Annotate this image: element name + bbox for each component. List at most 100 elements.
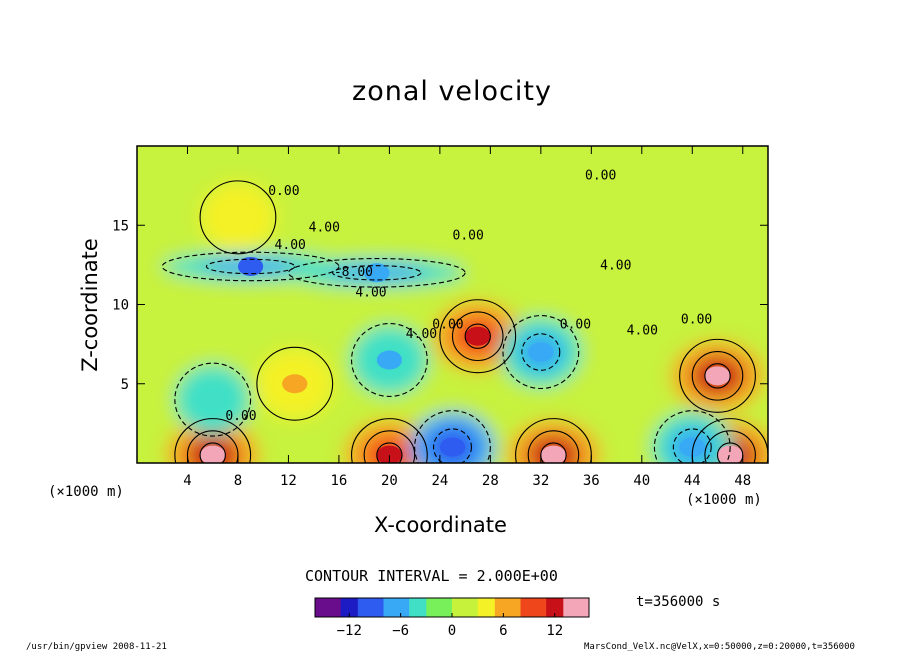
x-tick-label-6: 28: [482, 473, 499, 489]
colorbar-swatch-11: [409, 598, 419, 617]
y-tick-label-2: 15: [112, 218, 129, 234]
field-core-0: [465, 326, 491, 346]
colorbar-swatch-17: [460, 598, 470, 617]
colorbar: −12 −6 0 6 12: [314, 597, 590, 639]
field-core-13: [679, 437, 705, 457]
y-axis: 5 10 15: [112, 218, 768, 393]
x-tick-label-5: 24: [431, 473, 448, 489]
contour-label-10: 0.00: [560, 317, 591, 332]
x-axis: 4 8 12 16 20 24 28 32 36 40 44 48: [183, 146, 751, 489]
colorbar-swatch-30: [571, 598, 581, 617]
contour-label-3: -8.00: [334, 265, 373, 280]
contour-label-8: 4.00: [406, 327, 437, 342]
contour-7-1: [199, 180, 277, 255]
contour-interval: CONTOUR INTERVAL = 2.000E+00: [305, 567, 558, 585]
colorbar-swatch-2: [332, 598, 342, 617]
field-core-3: [200, 445, 226, 463]
x-tick-label-10: 44: [684, 473, 701, 489]
x-tick-label-9: 40: [633, 473, 650, 489]
contour-10-2: [502, 315, 580, 390]
contour-lines: [161, 180, 768, 463]
x-tick-label-7: 32: [532, 473, 549, 489]
colorbar-swatch-22: [503, 598, 513, 617]
contour-1-1: [704, 363, 731, 389]
colorbar-swatch-27: [546, 598, 556, 617]
colorbar-swatch-6: [366, 598, 376, 617]
contour-labels: 0.004.004.00-8.004.000.000.004.004.000.0…: [225, 168, 712, 424]
x-unit-right: (×1000 m): [686, 492, 762, 508]
colorbar-swatch-21: [494, 598, 504, 617]
x-tick-label-0: 4: [183, 473, 191, 489]
colorbar-swatch-18: [469, 598, 479, 617]
contour-4-1: [376, 442, 403, 463]
field-blobs: [137, 146, 768, 463]
colorbar-swatch-28: [554, 598, 564, 617]
chart-title: zonal velocity: [352, 76, 552, 107]
colorbar-swatch-8: [383, 598, 393, 617]
colorbar-swatch-24: [520, 598, 530, 617]
field-core-1: [704, 366, 731, 386]
colorbar-swatch-31: [580, 598, 590, 617]
colorbar-tick-label-2: 0: [448, 623, 456, 639]
colorbar-swatch-1: [323, 598, 333, 617]
x-axis-label: X-coordinate: [374, 513, 507, 537]
contour-1-2: [691, 350, 744, 401]
x-tick-label-3: 16: [330, 473, 347, 489]
x-tick-label-2: 12: [280, 473, 297, 489]
contour-label-12: 0.00: [681, 313, 712, 328]
contour-10-1: [521, 333, 561, 371]
contour-label-9: 0.00: [432, 317, 463, 332]
colorbar-tick-label-1: −6: [392, 623, 409, 639]
colorbar-swatch-9: [392, 598, 402, 617]
contour-3-3: [174, 418, 252, 463]
contour-12-1: [433, 428, 472, 463]
footer-right: MarsCond_VelX.nc@VelX,x=0:50000,z=0:2000…: [584, 642, 855, 652]
contour-1-3: [679, 338, 756, 413]
contour-0-3: [439, 299, 517, 374]
colorbar-swatch-20: [486, 598, 496, 617]
y-tick-label-1: 10: [112, 298, 129, 314]
field-core-14: [200, 390, 226, 410]
contour-4-3: [351, 418, 428, 463]
contour-8-2: [161, 251, 340, 282]
colorbar-swatch-7: [374, 598, 384, 617]
contour-label-4: 4.00: [355, 286, 386, 301]
colorbar-swatch-0: [315, 598, 325, 617]
colorbar-swatch-3: [340, 598, 350, 617]
x-unit-left: (×1000 m): [48, 484, 124, 500]
y-tick-label-0: 5: [121, 377, 129, 393]
contour-12-2: [414, 410, 491, 463]
field-core-6: [717, 445, 743, 463]
field-core-12: [439, 437, 466, 457]
footer-left: /usr/bin/gpview 2008-11-21: [26, 642, 167, 652]
field-core-8: [237, 256, 264, 276]
contour-9-1: [332, 265, 422, 281]
contour-11-1: [350, 322, 428, 397]
contour-6-2: [704, 430, 756, 463]
field-core-11: [376, 350, 403, 370]
field-core-2: [282, 374, 308, 394]
colorbar-swatch-26: [537, 598, 547, 617]
colorbar-tick-label-4: 12: [546, 623, 563, 639]
contour-0-2: [451, 311, 504, 362]
contour-label-1: 4.00: [309, 221, 340, 236]
colorbar-swatch-10: [400, 598, 410, 617]
time-label: t=356000 s: [636, 594, 721, 610]
colorbar-swatch-29: [563, 598, 573, 617]
colorbar-swatch-25: [529, 598, 539, 617]
colorbar-swatch-13: [426, 598, 436, 617]
x-tick-label-4: 20: [381, 473, 398, 489]
colorbar-swatch-16: [452, 598, 462, 617]
colorbar-swatch-14: [434, 598, 444, 617]
contour-label-11: 4.00: [627, 324, 658, 339]
contour-label-7: 4.00: [600, 259, 631, 274]
contour-label-6: 0.00: [585, 168, 616, 183]
colorbar-swatch-15: [443, 598, 453, 617]
colorbar-swatch-4: [349, 598, 359, 617]
y-axis-label: Z-coordinate: [78, 238, 102, 372]
field-core-10: [528, 342, 554, 362]
contour-13-1: [672, 428, 712, 463]
x-tick-label-11: 48: [734, 473, 751, 489]
contour-14-1: [174, 362, 252, 437]
contour-label-0: 0.00: [268, 184, 299, 199]
